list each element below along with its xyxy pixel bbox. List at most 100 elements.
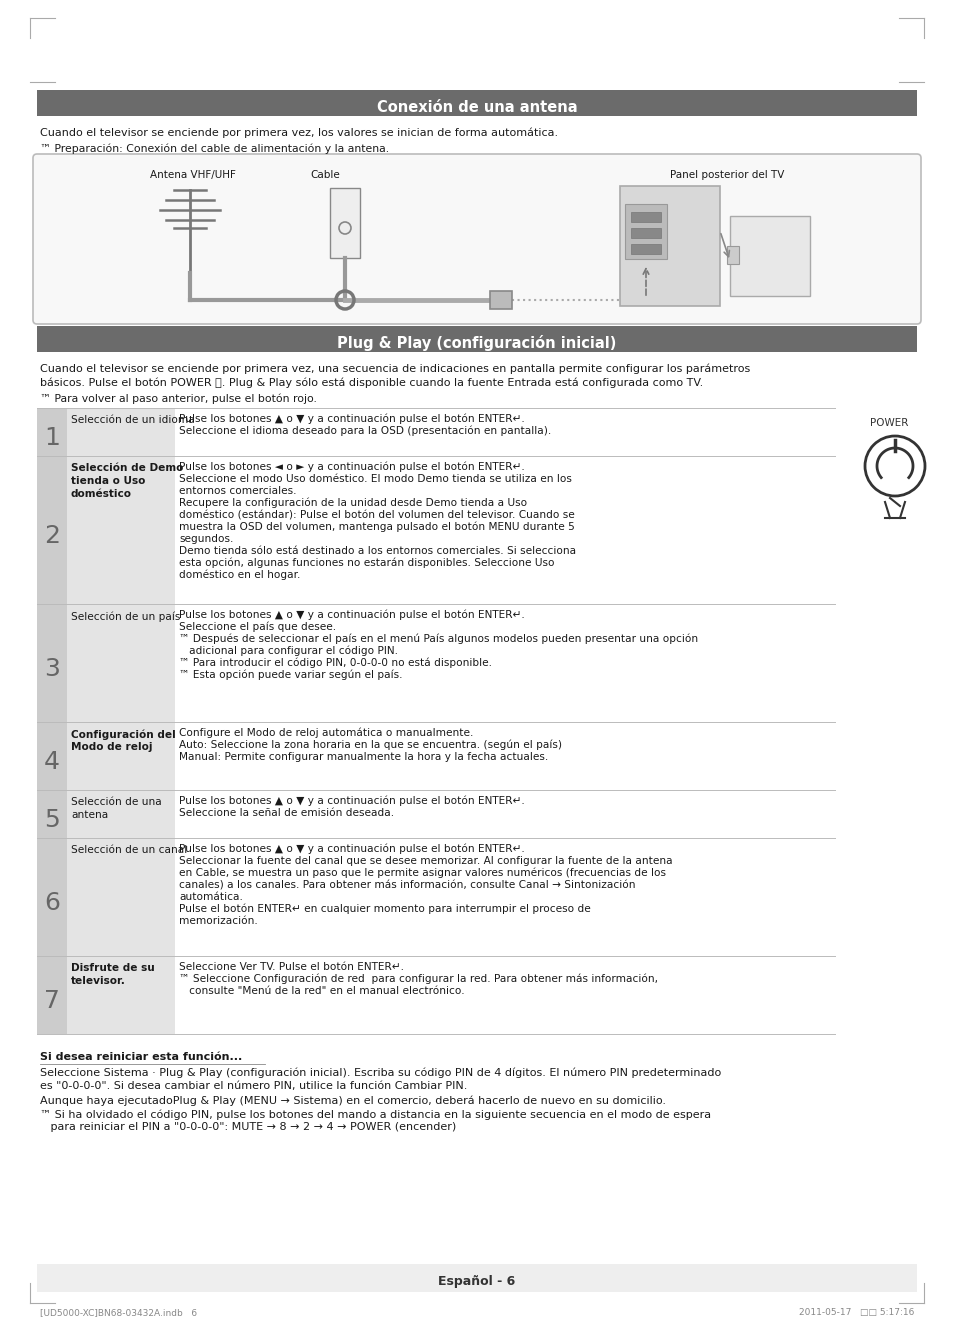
Text: [UD5000-XC]BN68-03432A.indb   6: [UD5000-XC]BN68-03432A.indb 6 [40,1308,197,1317]
Bar [37,956,67,1034]
Text: televisor.: televisor. [71,976,126,985]
Text: Pulse los botones ◄ o ► y a continuación pulse el botón ENTER↵.: Pulse los botones ◄ o ► y a continuación… [179,462,524,473]
Text: Cuando el televisor se enciende por primera vez, una secuencia de indicaciones e: Cuando el televisor se enciende por prim… [40,365,749,374]
Bar [174,790,834,838]
Text: Conexión de una antena: Conexión de una antena [376,99,577,115]
Text: muestra la OSD del volumen, mantenga pulsado el botón MENU durante 5: muestra la OSD del volumen, mantenga pul… [179,522,574,532]
Text: 5: 5 [44,808,60,832]
Bar [174,838,834,956]
Bar [174,956,834,1034]
Text: Pulse los botones ▲ o ▼ y a continuación pulse el botón ENTER↵.: Pulse los botones ▲ o ▼ y a continuación… [179,797,524,807]
Text: Seleccione el idioma deseado para la OSD (presentación en pantalla).: Seleccione el idioma deseado para la OSD… [179,425,551,436]
Bar [630,229,660,238]
Text: automática.: automática. [179,892,243,902]
FancyBboxPatch shape [33,155,920,324]
Bar [67,790,174,838]
Text: consulte "Menú de la red" en el manual electrónico.: consulte "Menú de la red" en el manual e… [179,985,464,996]
Text: Seleccione la señal de emisión deseada.: Seleccione la señal de emisión deseada. [179,808,394,818]
Text: ™ Si ha olvidado el código PIN, pulse los botones del mando a distancia en la si: ™ Si ha olvidado el código PIN, pulse lo… [40,1110,710,1119]
Text: Demo tienda sólo está destinado a los entornos comerciales. Si selecciona: Demo tienda sólo está destinado a los en… [179,546,576,556]
Text: 4: 4 [44,750,60,774]
Text: antena: antena [71,810,108,820]
Text: Si desea reiniciar esta función...: Si desea reiniciar esta función... [40,1052,242,1062]
Text: Pulse el botón ENTER↵ en cualquier momento para interrumpir el proceso de: Pulse el botón ENTER↵ en cualquier momen… [179,904,590,914]
Text: Selección de una: Selección de una [71,797,162,807]
Text: Seleccione Sistema · Plug & Play (configuración inicial). Escriba su código PIN : Seleccione Sistema · Plug & Play (config… [40,1067,720,1078]
Text: Manual: Permite configurar manualmente la hora y la fecha actuales.: Manual: Permite configurar manualmente l… [179,752,548,762]
Bar [174,604,834,723]
Text: Seleccione Ver TV. Pulse el botón ENTER↵.: Seleccione Ver TV. Pulse el botón ENTER↵… [179,962,403,972]
Text: doméstico en el hogar.: doméstico en el hogar. [179,569,300,580]
Text: Seleccione el país que desee.: Seleccione el país que desee. [179,622,335,633]
Bar [624,203,666,259]
Text: canales) a los canales. Para obtener más información, consulte Canal → Sintoniza: canales) a los canales. Para obtener más… [179,880,635,890]
Text: memorización.: memorización. [179,915,257,926]
Bar [37,604,67,723]
Bar [37,408,67,456]
Text: Antena VHF/UHF: Antena VHF/UHF [150,170,235,180]
Text: Pulse los botones ▲ o ▼ y a continuación pulse el botón ENTER↵.: Pulse los botones ▲ o ▼ y a continuación… [179,610,524,621]
Bar [67,838,174,956]
Bar [67,456,174,604]
Bar [726,246,739,264]
Text: Seleccionar la fuente del canal que se desee memorizar. Al configurar la fuente : Seleccionar la fuente del canal que se d… [179,856,672,867]
Text: 1: 1 [44,425,60,450]
Text: esta opción, algunas funciones no estarán disponibles. Seleccione Uso: esta opción, algunas funciones no estará… [179,557,554,568]
Text: ™ Preparación: Conexión del cable de alimentación y la antena.: ™ Preparación: Conexión del cable de ali… [40,144,389,155]
Text: Auto: Seleccione la zona horaria en la que se encuentra. (según el país): Auto: Seleccione la zona horaria en la q… [179,740,561,750]
Text: Cuando el televisor se enciende por primera vez, los valores se inician de forma: Cuando el televisor se enciende por prim… [40,128,558,139]
Text: ™ Para introducir el código PIN, 0-0-0-0 no está disponible.: ™ Para introducir el código PIN, 0-0-0-0… [179,658,492,668]
Text: ™ Después de seleccionar el país en el menú País algunos modelos pueden presenta: ™ Después de seleccionar el país en el m… [179,634,698,645]
Text: 3: 3 [44,657,60,682]
Bar [174,408,834,456]
Text: Recupere la configuración de la unidad desde Demo tienda a Uso: Recupere la configuración de la unidad d… [179,498,527,509]
Bar [37,1264,916,1292]
Text: doméstico: doméstico [71,489,132,499]
Text: tienda o Uso: tienda o Uso [71,476,145,486]
Text: Cable: Cable [310,170,339,180]
Text: Español - 6: Español - 6 [438,1276,515,1288]
Bar [630,211,660,222]
Text: Pulse los botones ▲ o ▼ y a continuación pulse el botón ENTER↵.: Pulse los botones ▲ o ▼ y a continuación… [179,844,524,855]
Text: para reiniciar el PIN a "0-0-0-0": MUTE → 8 → 2 → 4 → POWER (encender): para reiniciar el PIN a "0-0-0-0": MUTE … [40,1122,456,1132]
Bar [174,723,834,790]
Text: es "0-0-0-0". Si desea cambiar el número PIN, utilice la función Cambiar PIN.: es "0-0-0-0". Si desea cambiar el número… [40,1081,467,1091]
Text: segundos.: segundos. [179,534,233,544]
Text: 2011-05-17   □□ 5:17:16: 2011-05-17 □□ 5:17:16 [798,1308,913,1317]
Bar [174,456,834,604]
Bar [67,956,174,1034]
Bar [630,244,660,254]
Text: Panel posterior del TV: Panel posterior del TV [669,170,783,180]
Bar [67,723,174,790]
Text: 6: 6 [44,890,60,915]
Text: Configure el Modo de reloj automática o manualmente.: Configure el Modo de reloj automática o … [179,728,473,738]
Text: básicos. Pulse el botón POWER ⓨ. Plug & Play sólo está disponible cuando la fuen: básicos. Pulse el botón POWER ⓨ. Plug & … [40,376,702,387]
Text: ™ Esta opción puede variar según el país.: ™ Esta opción puede variar según el país… [179,670,402,680]
Text: Aunque haya ejecutadoPlug & Play (MENU → Sistema) en el comercio, deberá hacerlo: Aunque haya ejecutadoPlug & Play (MENU →… [40,1095,665,1106]
Text: 7: 7 [44,989,60,1013]
Text: Configuración del: Configuración del [71,729,175,740]
Text: Pulse los botones ▲ o ▼ y a continuación pulse el botón ENTER↵.: Pulse los botones ▲ o ▼ y a continuación… [179,413,524,424]
Text: Selección de un idioma: Selección de un idioma [71,415,194,425]
Text: ™ Seleccione Configuración de red  para configurar la red. Para obtener más info: ™ Seleccione Configuración de red para c… [179,974,658,984]
Bar [37,723,67,790]
Bar [37,838,67,956]
Bar [37,456,67,604]
Bar [490,291,512,309]
Text: adicional para configurar el código PIN.: adicional para configurar el código PIN. [179,646,397,657]
Text: Modo de reloj: Modo de reloj [71,742,152,752]
Text: ™ Para volver al paso anterior, pulse el botón rojo.: ™ Para volver al paso anterior, pulse el… [40,394,316,404]
Text: doméstico (estándar): Pulse el botón del volumen del televisor. Cuando se: doméstico (estándar): Pulse el botón del… [179,510,574,520]
Text: 2: 2 [44,524,60,548]
Bar [37,790,67,838]
Text: entornos comerciales.: entornos comerciales. [179,486,296,495]
Bar [330,188,359,258]
Bar [37,326,916,351]
Bar [619,186,720,306]
Bar [67,408,174,456]
Bar [67,604,174,723]
Text: Selección de un canal: Selección de un canal [71,845,187,855]
Text: Disfrute de su: Disfrute de su [71,963,154,974]
Text: Plug & Play (configuración inicial): Plug & Play (configuración inicial) [337,336,616,351]
Text: Selección de Demo: Selección de Demo [71,462,183,473]
